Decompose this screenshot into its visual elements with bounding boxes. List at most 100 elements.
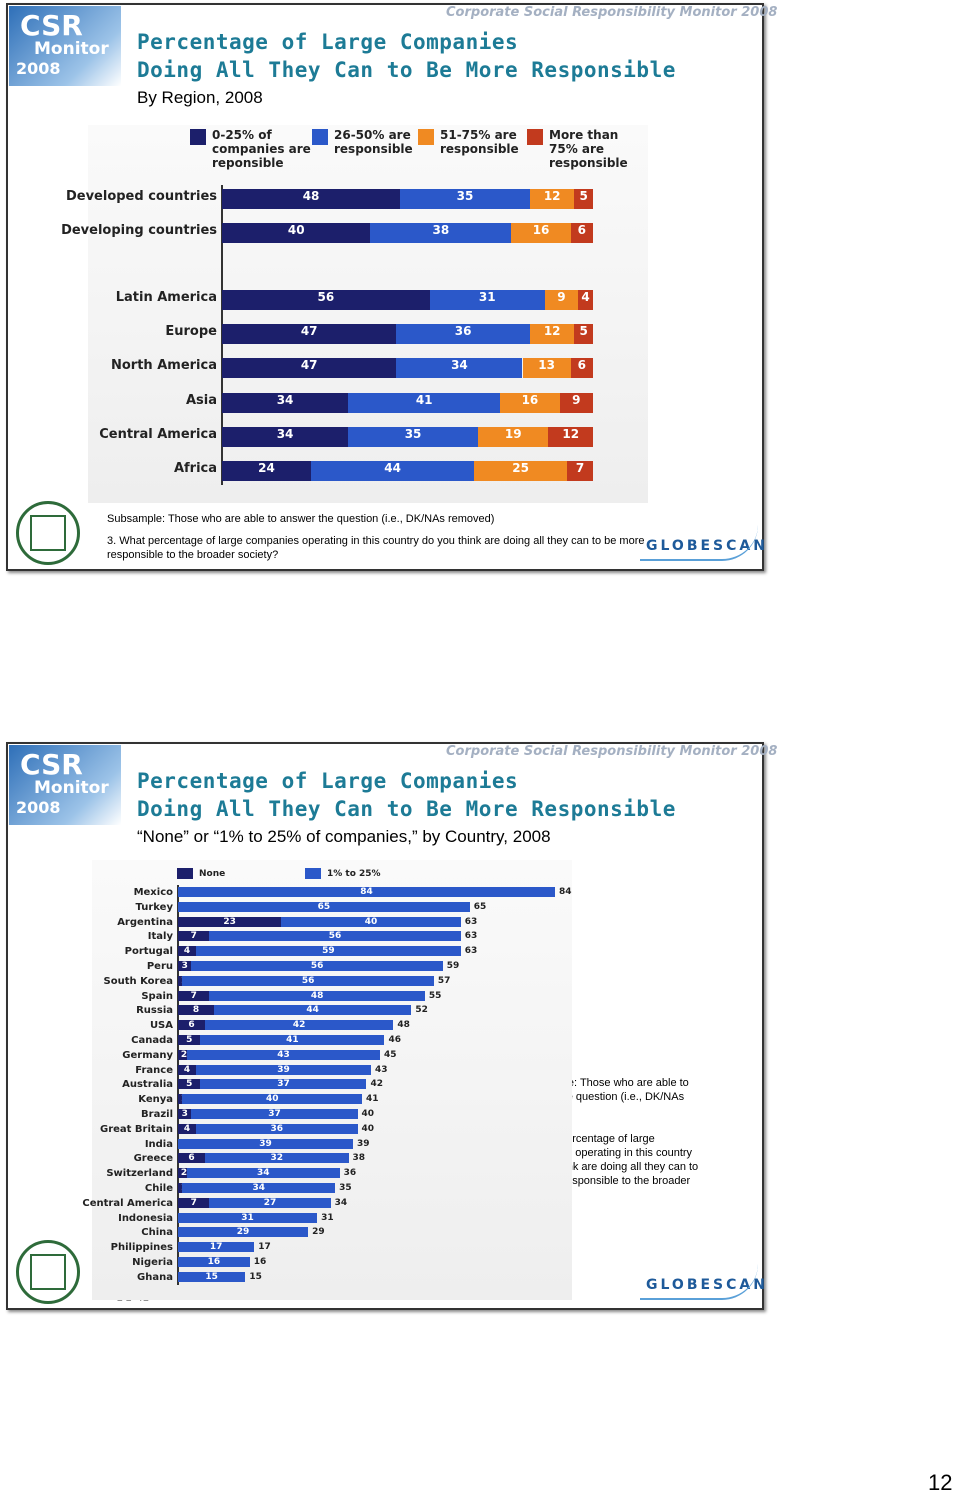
bar-segment — [574, 189, 593, 209]
category-label: Spain — [141, 990, 173, 1002]
bar-segment — [209, 931, 461, 942]
value-label: 35 — [404, 426, 422, 441]
value-label: 15 — [205, 1271, 218, 1282]
category-label: Switzerland — [106, 1168, 173, 1180]
bar-segment — [544, 290, 579, 310]
bar-segment — [222, 461, 312, 481]
category-label: Germany — [122, 1049, 173, 1061]
category-label: Canada — [131, 1035, 173, 1046]
bar-segment — [204, 1020, 394, 1031]
value-label: 39 — [259, 1138, 272, 1149]
bar-segment — [178, 1020, 205, 1031]
note: Subsample: Those who are able to answer … — [107, 513, 495, 525]
value-label: 4 — [581, 290, 590, 304]
category-label: China — [141, 1227, 173, 1239]
bar-segment — [222, 324, 397, 345]
bar-segment — [548, 426, 593, 447]
value-label: 19 — [504, 426, 522, 441]
total-label: 40 — [361, 1109, 375, 1119]
value-label: 3 — [181, 961, 188, 971]
value-label: 3 — [181, 1109, 188, 1119]
category-label: Nigeria — [132, 1257, 173, 1268]
bar-segment — [567, 461, 593, 481]
bar-segment — [222, 392, 349, 413]
value-label: 48 — [310, 990, 324, 1001]
page-number: 12 — [928, 1470, 953, 1494]
total-label: 46 — [388, 1035, 401, 1045]
bar-segment — [182, 1183, 336, 1193]
bar-segment — [195, 1064, 371, 1075]
logo-text: CSR — [20, 9, 83, 42]
bar-segment — [578, 290, 593, 310]
value-label: 35 — [456, 189, 474, 203]
bar-segment — [178, 1123, 196, 1134]
category-label: Central America — [99, 426, 217, 442]
legend-label: More than 75% are responsible — [549, 128, 628, 170]
category-label: Asia — [185, 392, 217, 408]
value-label: 59 — [322, 946, 335, 957]
total-label: 40 — [361, 1123, 375, 1134]
legend-label: 26-50% are responsible — [334, 128, 413, 156]
total-label: 34 — [334, 1197, 348, 1208]
category-label: Developed countries — [65, 189, 217, 204]
bar-segment — [178, 1212, 318, 1223]
legend-swatch — [305, 868, 321, 879]
value-label: 42 — [292, 1020, 306, 1031]
logo-text: 2008 — [16, 798, 61, 817]
bar-segment — [311, 461, 475, 481]
institute-logo-inner — [30, 515, 66, 551]
legend-label: 0-25% of companies are reponsible — [212, 128, 311, 170]
bar-segment — [574, 324, 593, 345]
bar-segment — [529, 324, 575, 345]
category-label: Greece — [133, 1153, 173, 1165]
bar-segment — [178, 887, 555, 897]
value-label: 6 — [188, 1020, 195, 1031]
value-label: 9 — [557, 290, 566, 304]
value-label: 7 — [190, 1197, 197, 1208]
total-label: 43 — [374, 1064, 388, 1075]
bar-segment — [178, 1079, 201, 1090]
value-label: 5 — [186, 1079, 193, 1090]
bar-segment — [178, 1109, 192, 1119]
value-label: 56 — [328, 931, 342, 942]
category-label: India — [144, 1138, 173, 1150]
slide-title: Percentage of Large Companies — [137, 30, 519, 54]
bar-segment — [222, 426, 349, 447]
bar-segment — [570, 223, 593, 243]
value-label: 16 — [521, 392, 539, 407]
category-label: Brazil — [141, 1109, 173, 1120]
bar-segment — [178, 916, 282, 927]
bar-segment — [178, 990, 210, 1001]
category-label: Europe — [165, 324, 217, 340]
category-label: Developing countries — [61, 223, 217, 238]
category-label: Latin America — [115, 290, 217, 305]
value-label: 48 — [302, 189, 320, 203]
value-label: 29 — [236, 1227, 250, 1238]
legend-label: 1% to 25% — [327, 869, 381, 879]
logo-text: 2008 — [16, 59, 61, 78]
value-label: 2 — [180, 1049, 188, 1060]
total-label: 39 — [357, 1138, 370, 1149]
value-label: 34 — [276, 426, 294, 441]
bar-segment — [178, 1049, 187, 1060]
value-label: 12 — [562, 426, 580, 441]
bar-segment — [178, 1183, 183, 1193]
value-label: 65 — [317, 901, 331, 912]
bar-segment — [222, 223, 371, 243]
bar-segment — [570, 358, 593, 379]
value-label: 7 — [190, 931, 197, 942]
bar-segment — [178, 931, 210, 942]
bar-segment — [209, 1197, 331, 1208]
total-label: 42 — [370, 1079, 384, 1090]
bar-segment — [191, 961, 443, 971]
category-label: Philippines — [110, 1242, 173, 1254]
bar-segment — [191, 1109, 358, 1119]
legend-swatch — [527, 129, 543, 145]
footer-swoosh — [640, 525, 758, 561]
note: 3. What percentage of large companies op… — [107, 535, 645, 561]
bar-segment — [222, 290, 430, 310]
value-label: 40 — [287, 223, 305, 237]
bar-segment — [396, 324, 530, 345]
slide-title: Doing All They Can to Be More Responsibl… — [137, 797, 676, 821]
value-label: 4 — [183, 1064, 191, 1075]
